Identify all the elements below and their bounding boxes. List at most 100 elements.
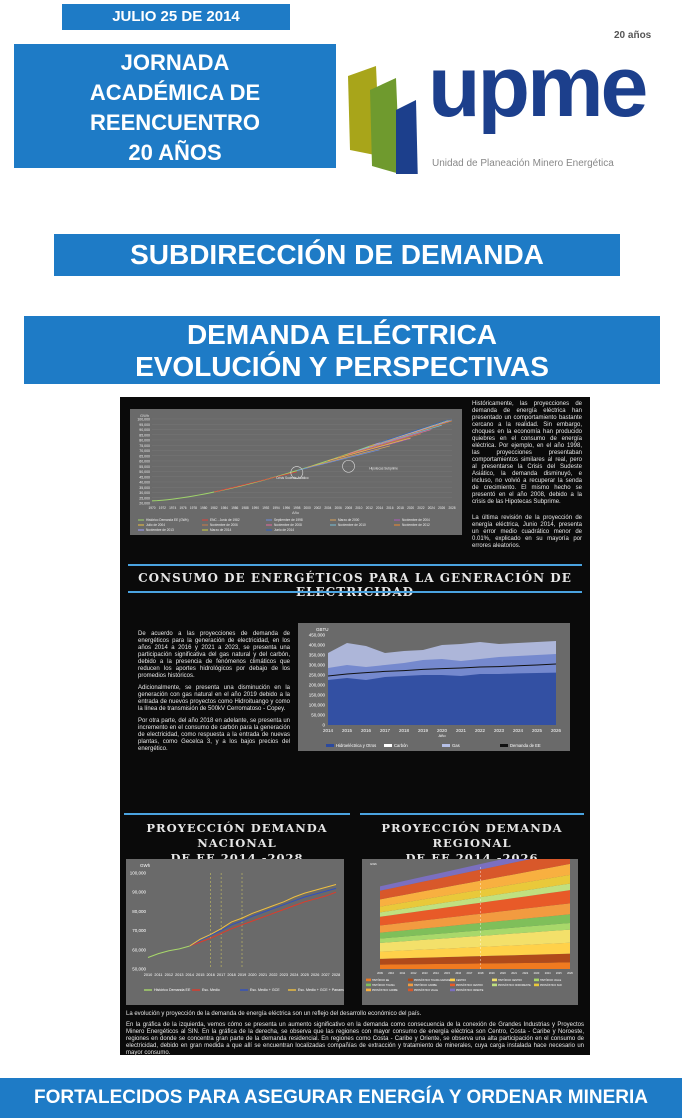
legend-label: PRONÓSTICO SUR bbox=[540, 984, 562, 987]
divider bbox=[128, 564, 582, 566]
x-tick-label: 2014 bbox=[323, 728, 334, 733]
x-tick-label: 2019 bbox=[489, 971, 495, 975]
y-tick-label: 60,000 bbox=[139, 460, 150, 464]
series-line bbox=[189, 884, 337, 947]
area-layer bbox=[380, 863, 570, 907]
x-tick-label: 2023 bbox=[494, 728, 505, 733]
legend-swatch bbox=[366, 983, 371, 987]
bottom-text-1: La evolución y proyección de la demanda … bbox=[126, 1011, 422, 1017]
x-tick-label: 2015 bbox=[342, 728, 353, 733]
y-tick-label: 65,000 bbox=[139, 454, 150, 458]
area-layer bbox=[380, 942, 570, 959]
x-tick-label: 2022 bbox=[475, 728, 486, 733]
projection-line bbox=[358, 424, 442, 451]
date-banner: JULIO 25 DE 2014 bbox=[62, 4, 290, 30]
x-tick-label: 2017 bbox=[217, 973, 225, 977]
intro-text-2: La última revisión de la proyección de e… bbox=[472, 515, 582, 549]
series-line bbox=[147, 945, 190, 958]
consumo-paragraph: Por otra parte, del año 2018 en adelante… bbox=[138, 718, 290, 752]
legend-label: PRONÓSTICO NORORIENTE bbox=[498, 984, 531, 987]
x-tick-label: 2020 bbox=[437, 728, 448, 733]
x-tick-label: 2022 bbox=[522, 971, 528, 975]
consumo-chart: GBTU 450,000 400,000 350,000 300,000 250,000 2… bbox=[298, 623, 570, 751]
x-tick-label: 2019 bbox=[238, 973, 246, 977]
legend-label: CENTRO bbox=[456, 979, 466, 982]
x-tick-label: 1990 bbox=[252, 506, 259, 510]
x-tick-label: 2012 bbox=[165, 973, 173, 977]
poster-panel: GWh 100,000 95,000 90,000 85,000 80,000 75,000… bbox=[120, 397, 590, 1056]
legend-label: PRONÓSTICO TOLIMA GRANDE bbox=[414, 979, 451, 982]
x-tick-label: 2015 bbox=[196, 973, 204, 977]
x-tick-label: 2026 bbox=[438, 506, 445, 510]
x-tick-label: 2026 bbox=[551, 728, 562, 733]
x-tick-label: 2004 bbox=[324, 506, 331, 510]
area-layer bbox=[380, 903, 570, 933]
nacional-chart: GWh 100,000 90,000 80,000 70,000 60,000 50,000… bbox=[126, 859, 345, 1005]
x-tick-label: 2016 bbox=[386, 506, 393, 510]
annotation: Hipotecas Subprime bbox=[369, 466, 398, 470]
legend-swatch bbox=[408, 983, 413, 987]
x-tick-label: 2019 bbox=[418, 728, 429, 733]
x-tick-label: 2016 bbox=[455, 971, 461, 975]
y-tick-label: 75,000 bbox=[139, 444, 150, 448]
y-tick-label: 20,000 bbox=[139, 502, 150, 506]
x-tick-label: 2018 bbox=[397, 506, 404, 510]
x-tick-label: 2009 bbox=[377, 971, 383, 975]
legend-swatch bbox=[450, 983, 455, 987]
x-tick-label: 2010 bbox=[355, 506, 362, 510]
legend-swatch bbox=[450, 988, 455, 992]
legend-label: Noviembre de 2012 bbox=[402, 523, 430, 527]
legend-label: HISTÓRICO TOLIMA bbox=[372, 984, 395, 987]
area-layer bbox=[380, 962, 570, 969]
projection-line bbox=[338, 433, 422, 458]
x-tick-label: 1982 bbox=[211, 506, 218, 510]
y-tick-label: 50,000 bbox=[139, 470, 150, 474]
legend-label: Julio de 2004 bbox=[146, 523, 165, 527]
legend-swatch bbox=[366, 978, 371, 982]
y-tick-label: 150,000 bbox=[309, 693, 326, 698]
intro-text: Históricamente, las proyecciones de dema… bbox=[472, 401, 582, 505]
legend-label: Noviembre de 2006 bbox=[210, 523, 238, 527]
y-tick-label: 85,000 bbox=[139, 433, 150, 437]
legend-label: Gas bbox=[452, 743, 460, 748]
x-tick-label: 2018 bbox=[399, 728, 410, 733]
legend-swatch bbox=[442, 744, 450, 747]
legend-label: Noviembre de 2004 bbox=[402, 518, 430, 522]
y-tick-label: 300,000 bbox=[309, 663, 326, 668]
x-tick-label: 2024 bbox=[290, 973, 298, 977]
legend-label: Demanda de EE bbox=[510, 743, 541, 748]
x-tick-label: 1994 bbox=[273, 506, 280, 510]
y-axis-label: GWh bbox=[140, 863, 151, 868]
divider bbox=[360, 813, 584, 815]
x-tick-label: 1972 bbox=[159, 506, 166, 510]
x-tick-label: 2017 bbox=[380, 728, 391, 733]
x-tick-label: 2000 bbox=[304, 506, 311, 510]
y-tick-label: 80,000 bbox=[132, 909, 146, 914]
legend-label: Noviembre de 2010 bbox=[338, 523, 366, 527]
legend-label: Noviembre de 2008 bbox=[274, 523, 302, 527]
divider bbox=[124, 813, 350, 815]
y-tick-label: 80,000 bbox=[139, 439, 150, 443]
y-tick-label: 30,000 bbox=[139, 491, 150, 495]
x-tick-label: 2011 bbox=[154, 973, 162, 977]
footer-banner: FORTALECIDOS PARA ASEGURAR ENERGÍA Y ORD… bbox=[0, 1078, 682, 1118]
bottom-text-2: En la gráfica de la izquierda, vemos cóm… bbox=[126, 1022, 584, 1056]
x-tick-label: 2026 bbox=[567, 971, 573, 975]
demand-line bbox=[327, 663, 557, 677]
projection-line bbox=[327, 437, 411, 462]
legend-label: HISTÓRICO VALLE bbox=[540, 979, 562, 982]
consumo-paragraph: Adicionalmente, se presenta una disminuc… bbox=[138, 685, 290, 712]
x-tick-label: 2022 bbox=[417, 506, 424, 510]
x-tick-label: 2025 bbox=[532, 728, 543, 733]
x-tick-label: 1988 bbox=[242, 506, 249, 510]
x-tick-label: 2018 bbox=[478, 971, 484, 975]
legend-swatch bbox=[500, 744, 508, 747]
x-tick-label: 2028 bbox=[448, 506, 455, 510]
x-tick-label: 2026 bbox=[311, 973, 319, 977]
y-tick-label: 95,000 bbox=[139, 423, 150, 427]
crisis-marker bbox=[290, 466, 304, 479]
y-tick-label: 100,000 bbox=[309, 703, 326, 708]
y-tick-label: 100,000 bbox=[137, 418, 150, 422]
nacional-title-line: PROYECCIÓN DEMANDA NACIONAL bbox=[146, 821, 328, 850]
x-tick-label: 2025 bbox=[300, 973, 308, 977]
